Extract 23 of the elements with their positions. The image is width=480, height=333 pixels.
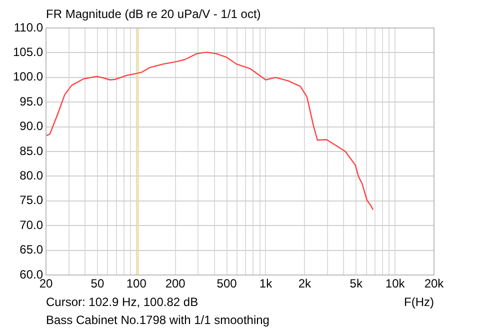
x-tick-label: 50 bbox=[90, 276, 104, 291]
x-axis-title: F(Hz) bbox=[404, 295, 434, 309]
chart-title: FR Magnitude (dB re 20 uPa/V - 1/1 oct) bbox=[46, 7, 261, 21]
y-tick-label: 110.0 bbox=[14, 20, 44, 34]
x-tick-label: 20k bbox=[424, 276, 445, 291]
y-tick-label: 105.0 bbox=[12, 45, 44, 60]
y-tick-label: 95.0 bbox=[20, 94, 44, 108]
text: Cursor: 102.9 Hz, 100.82 dB bbox=[46, 295, 198, 309]
x-tick-label: 10k bbox=[385, 276, 406, 291]
y-tick-label: 85.0 bbox=[20, 144, 44, 158]
x-tick-label: 2k bbox=[298, 276, 312, 291]
x-tick-label: 500 bbox=[216, 276, 238, 291]
y-tick-label: 75.0 bbox=[20, 193, 44, 208]
y-tick-label: 90.0 bbox=[20, 119, 44, 134]
text: Bass Cabinet No.1798 with 1/1 smoothing bbox=[46, 313, 270, 327]
x-tick-label: 200 bbox=[165, 276, 186, 291]
x-tick-label: 5k bbox=[350, 276, 364, 291]
x-tick-label: 1k bbox=[259, 276, 274, 291]
y-tick-label: 65.0 bbox=[20, 242, 44, 257]
y-tick-label: 80.0 bbox=[20, 168, 44, 183]
y-tick-label: 100.0 bbox=[12, 70, 44, 84]
y-tick-label: 70.0 bbox=[20, 218, 44, 232]
x-tick-label: 100 bbox=[126, 276, 147, 291]
